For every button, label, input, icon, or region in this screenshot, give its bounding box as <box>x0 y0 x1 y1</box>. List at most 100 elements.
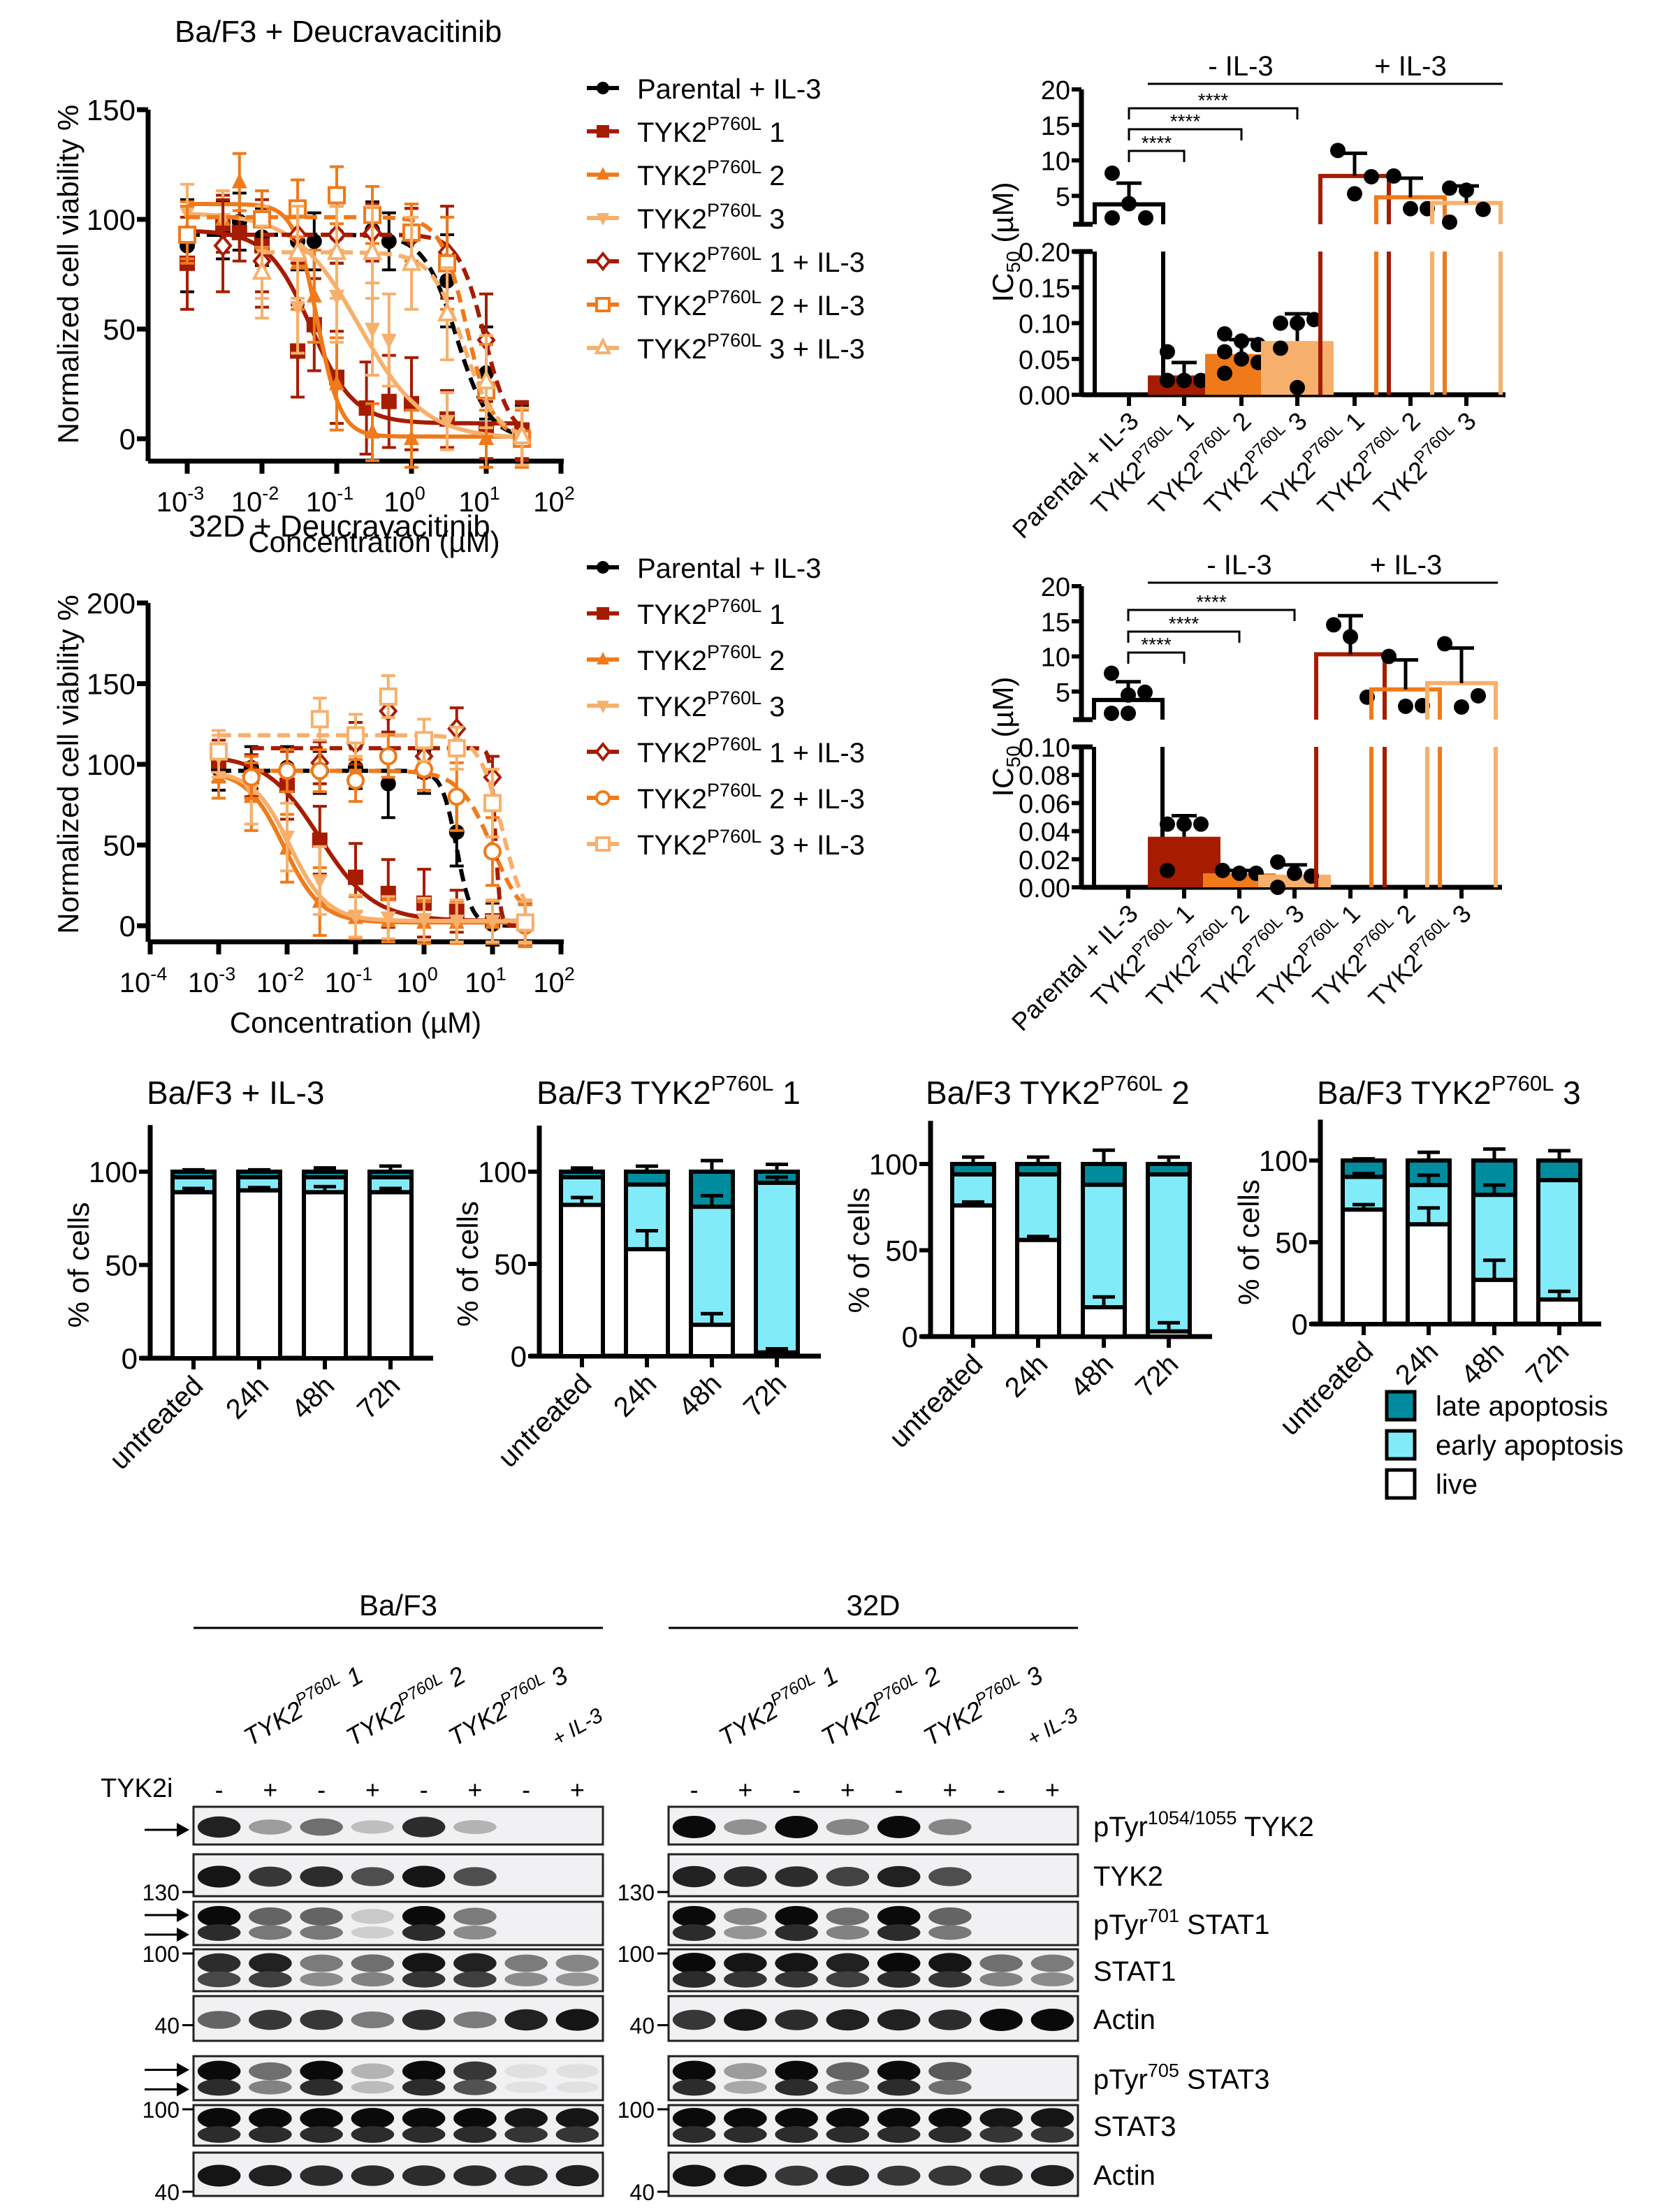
band <box>775 1971 818 1988</box>
y-tick-label: 150 <box>87 668 136 701</box>
blot-row-STAT1 <box>667 1948 1079 1993</box>
chart-title: Ba/F3 TYK2P760L 2 <box>926 1071 1190 1111</box>
legend-label: TYK2P760L 1 + IL-3 <box>637 734 865 769</box>
mw-marker-label: 100 <box>143 2097 180 2123</box>
y-tick-label: 0.08 <box>1019 762 1070 791</box>
segment-live <box>302 1190 348 1360</box>
data-point <box>1326 617 1341 633</box>
y-tick-label: 0 <box>119 423 136 456</box>
text-span: IC <box>986 272 1019 302</box>
treatment-sign: - <box>215 1775 224 1804</box>
band <box>826 2165 870 2186</box>
data-point <box>1330 143 1346 159</box>
square-open-marker <box>178 225 196 244</box>
triangle-down-marker <box>485 915 500 931</box>
data-point <box>1104 210 1120 226</box>
panel-title: Ba/F3 <box>359 1589 437 1622</box>
band <box>775 2126 818 2143</box>
text-span: 3 <box>540 1661 573 1696</box>
x-tick-label: 24h <box>999 1348 1053 1403</box>
triangle-down-marker <box>449 915 465 931</box>
data-point <box>1104 705 1119 721</box>
band <box>877 1816 921 1838</box>
circle-open-marker <box>310 762 329 780</box>
data-point <box>1121 196 1137 212</box>
mw-marker-label: 100 <box>143 1942 180 1967</box>
text-span: 3 + IL-3 <box>761 830 865 861</box>
y-tick-label: 100 <box>869 1148 918 1181</box>
significance-bracket <box>1127 651 1186 664</box>
x-tick-label: 72h <box>738 1368 792 1422</box>
series-tyk2-p760l-3-il-3 <box>251 205 532 467</box>
stacked-bar-72h: 72h <box>738 1162 800 1423</box>
y-tick-label: 0.15 <box>1019 274 1070 303</box>
band <box>300 1954 343 1972</box>
band <box>928 1953 972 1974</box>
band <box>197 2011 241 2029</box>
stacked-bar-24h: 24h <box>999 1155 1061 1404</box>
band <box>724 2108 767 2129</box>
lane-group-label: + IL-3 <box>548 1704 607 1752</box>
text-span: TYK2 <box>637 291 707 321</box>
x-tick-label: 48h <box>673 1368 727 1422</box>
bar-6: TYK2P760L 3 <box>1363 636 1498 1013</box>
legend-label: early apoptosis <box>1436 1430 1624 1461</box>
treatment-sign: - <box>522 1775 530 1804</box>
text-span: 10 <box>533 487 564 518</box>
superscript: P760L <box>707 330 761 351</box>
legend-label: TYK2P760L 2 <box>637 641 785 676</box>
legend-label: late apoptosis <box>1436 1391 1608 1422</box>
y-tick-label: 50 <box>103 829 136 862</box>
legend-label: TYK2P760L 2 + IL-3 <box>637 780 865 815</box>
arrow-icon <box>177 2062 189 2077</box>
band <box>453 2011 497 2028</box>
text-span: TYK2 <box>637 117 707 148</box>
significance-label: **** <box>1169 613 1200 634</box>
blot-row-label: TYK2 <box>1093 1861 1163 1892</box>
bar-upper <box>1369 687 1442 720</box>
chart-apoptosis_baf3_tyk2_1: Ba/F3 TYK2P760L 1 0 50 100 % of cells untreat… <box>451 1071 821 1474</box>
text-span: TYK2 <box>637 599 707 630</box>
band <box>453 2079 497 2095</box>
y-tick-label: 0.20 <box>1019 238 1070 268</box>
data-point <box>1193 372 1209 388</box>
band <box>775 2079 818 2096</box>
band <box>724 2164 767 2187</box>
chart-title: 32D + Deucravacitinib <box>189 509 490 544</box>
arrow-icon <box>177 1908 189 1922</box>
square-filled-marker <box>381 393 397 409</box>
superscript: P760L <box>711 1071 774 1096</box>
text-span: pTyr <box>1093 2065 1148 2095</box>
data-point <box>1290 379 1305 395</box>
band <box>928 2079 972 2095</box>
text-span: 2 <box>761 161 785 191</box>
circle-filled-marker <box>306 233 322 249</box>
band <box>1030 1954 1074 1972</box>
band <box>351 2063 395 2079</box>
text-span: 10 <box>306 487 337 518</box>
text-span: 1 <box>761 117 785 148</box>
y-tick-label: 0 <box>902 1320 918 1353</box>
data-point <box>1287 865 1302 881</box>
band <box>928 2126 972 2143</box>
x-tick-label: 100 <box>396 963 438 998</box>
blot-frame <box>667 2055 1079 2102</box>
legend-label: Parental + IL-3 <box>637 553 822 584</box>
segment-live <box>1015 1237 1061 1339</box>
band <box>555 2081 599 2093</box>
superscript: 701 <box>1148 1905 1179 1926</box>
text-span: (µM) <box>986 182 1019 252</box>
mw-marker-label: 40 <box>629 2180 655 2205</box>
legend-item: TYK2P760L 1 <box>587 113 785 148</box>
legend-label: TYK2P760L 3 <box>637 200 785 235</box>
band <box>672 2164 716 2187</box>
band <box>197 2164 241 2187</box>
band <box>555 1954 599 1972</box>
data-point <box>1386 168 1401 184</box>
y-tick-label: 5 <box>1056 182 1070 212</box>
band <box>402 1924 446 1941</box>
treatment-sign: + <box>467 1775 482 1804</box>
blot-row-Actin2 <box>667 2151 1079 2197</box>
bar-6: TYK2P760L 3 <box>1368 180 1503 521</box>
y-axis-label: % of cells <box>843 1188 875 1314</box>
